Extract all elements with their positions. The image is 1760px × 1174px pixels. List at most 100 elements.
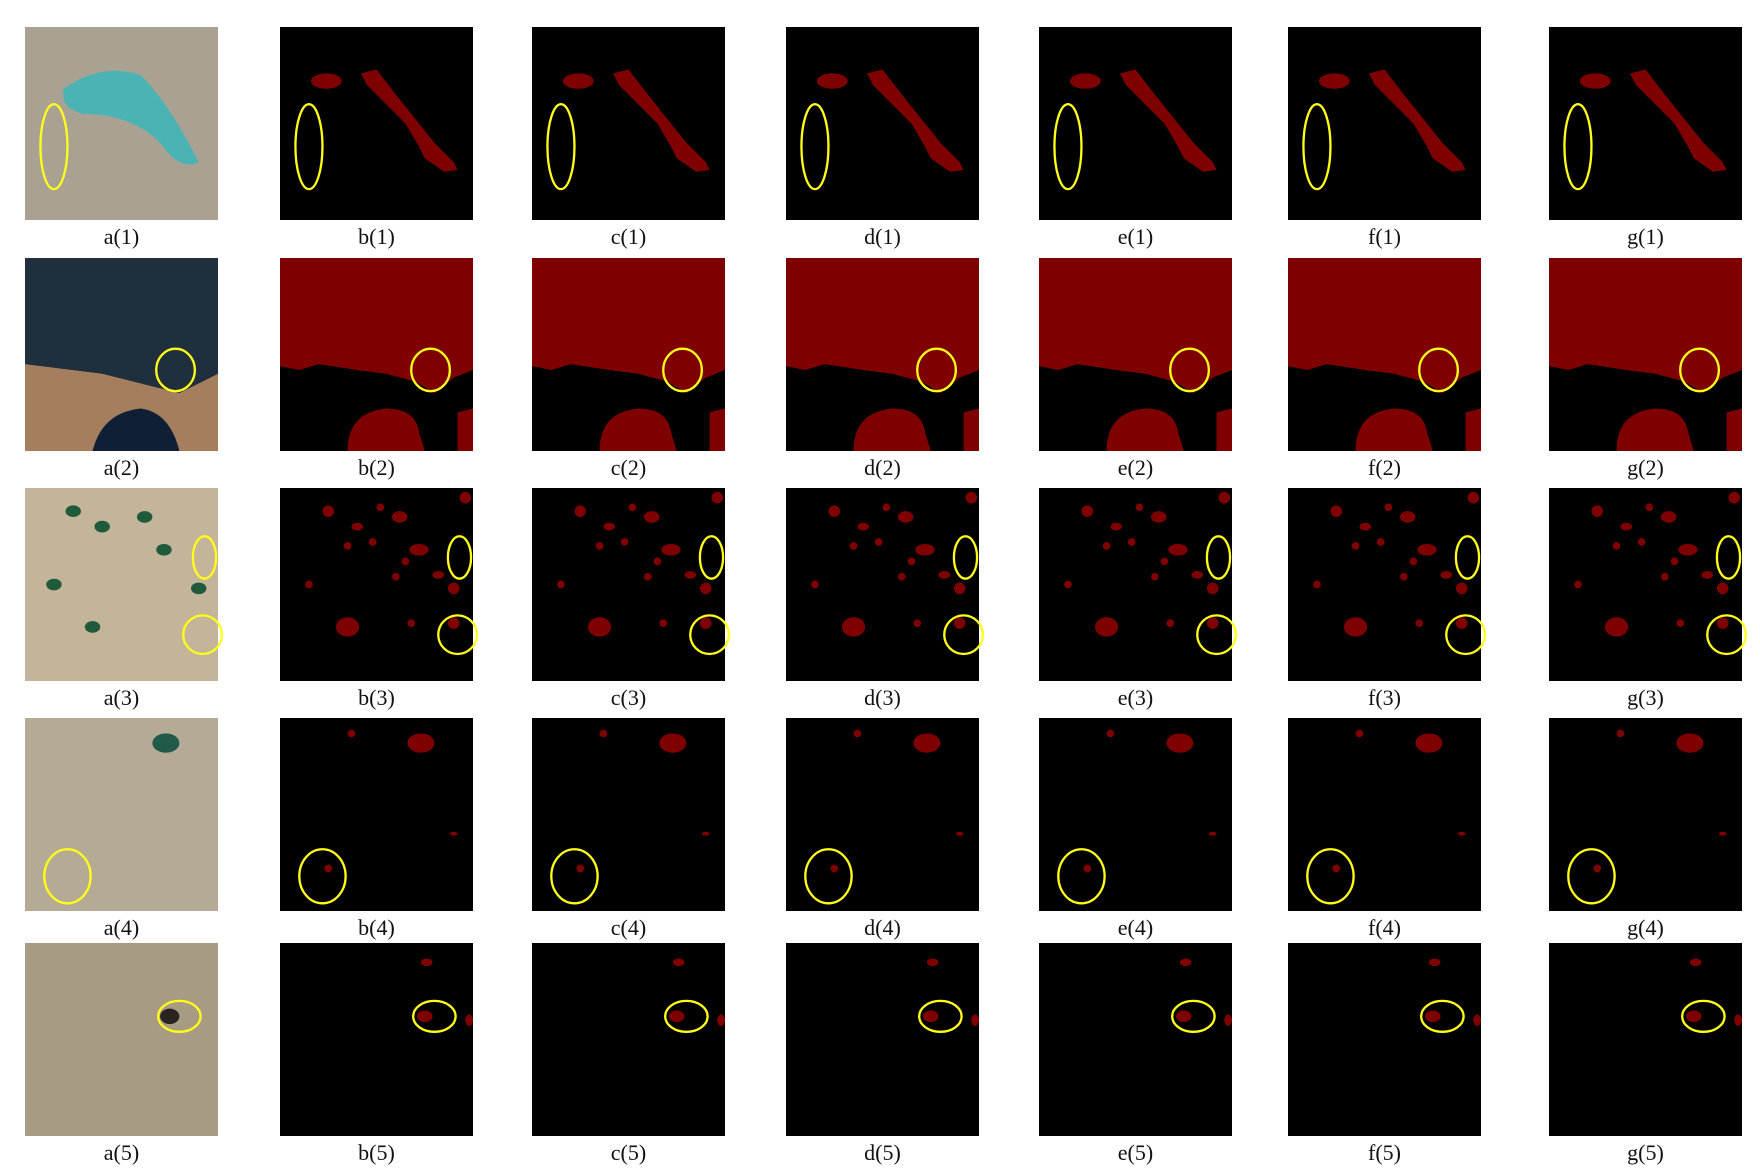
panel-label: a(3) xyxy=(104,685,139,710)
mask-blob xyxy=(1369,69,1466,172)
mask-blob xyxy=(459,491,472,504)
mask-blob xyxy=(653,557,662,566)
mask-blob xyxy=(1689,958,1702,967)
highlight-circle xyxy=(437,614,479,656)
mask-blob xyxy=(1676,733,1704,753)
mask-blob xyxy=(347,408,425,451)
mask-blob xyxy=(1206,617,1219,629)
highlight-circle xyxy=(298,848,347,905)
mask-blob xyxy=(711,491,724,504)
mask-blob xyxy=(897,572,906,581)
panel xyxy=(1039,488,1238,681)
highlight-circle xyxy=(550,848,599,905)
mask-blob xyxy=(595,542,604,550)
mask-blob xyxy=(1160,557,1169,566)
panel-label: e(2) xyxy=(1118,455,1153,480)
mask-blob xyxy=(1102,542,1111,550)
highlight-circle xyxy=(1053,103,1083,191)
photo-bg xyxy=(25,718,218,911)
mask-bg xyxy=(1039,718,1232,911)
mask-bg xyxy=(532,27,725,220)
mask-blob xyxy=(1616,408,1694,451)
mask-blob xyxy=(1579,73,1611,89)
mask-blob xyxy=(1686,1010,1702,1023)
mask-blob xyxy=(830,864,839,873)
mask-blob xyxy=(280,258,473,394)
mask-blob xyxy=(1069,73,1101,89)
mask-blob xyxy=(1168,543,1188,556)
panel-label: a(2) xyxy=(104,455,139,480)
highlight-circle xyxy=(446,535,473,580)
mask-blob xyxy=(465,1014,473,1026)
mask-blob xyxy=(643,572,652,581)
mask-bg xyxy=(280,718,473,911)
mask-blob xyxy=(1670,557,1679,566)
mask-blob xyxy=(1083,864,1092,873)
panel xyxy=(786,488,985,681)
panel xyxy=(1288,258,1481,451)
highlight-circle xyxy=(689,614,731,656)
mask-blob xyxy=(1376,538,1385,546)
panel xyxy=(280,258,473,451)
panel-label: g(1) xyxy=(1627,224,1664,249)
highlight-circle xyxy=(1679,347,1720,393)
panel-label: d(4) xyxy=(864,915,901,940)
lake xyxy=(63,70,199,165)
mask-blob xyxy=(322,505,335,517)
highlight-circle xyxy=(191,535,218,580)
panel xyxy=(786,258,979,451)
mask-blob xyxy=(1384,503,1393,512)
mask-blob xyxy=(882,503,891,512)
mask-blob xyxy=(811,580,819,589)
highlight-circle xyxy=(1420,999,1465,1033)
mask-bg xyxy=(1288,27,1481,220)
panel-label: c(4) xyxy=(611,915,646,940)
mask-blob xyxy=(1288,258,1481,394)
mask-blob xyxy=(1330,505,1343,517)
mask-blob xyxy=(1176,1010,1192,1023)
mask-blob xyxy=(1206,582,1219,595)
mask-blob xyxy=(1676,619,1685,627)
mask-blob xyxy=(857,522,869,531)
mask-blob xyxy=(659,619,668,627)
panel-label: b(2) xyxy=(358,455,395,480)
mask-blob xyxy=(701,831,710,836)
mask-blob xyxy=(599,729,608,738)
mask-bg xyxy=(280,943,473,1136)
mask-bg xyxy=(280,27,473,220)
mask-bg xyxy=(1288,943,1481,1136)
mask-blob xyxy=(1637,538,1646,546)
mask-blob xyxy=(557,580,565,589)
panel xyxy=(1039,27,1232,220)
highlight-circle xyxy=(1715,535,1742,580)
panel-label: d(3) xyxy=(864,685,901,710)
mask-blob xyxy=(1191,570,1204,579)
panel xyxy=(1549,258,1742,451)
panel xyxy=(25,943,218,1136)
mask-blob xyxy=(1409,557,1418,566)
mask-blob xyxy=(1425,1010,1441,1023)
water xyxy=(92,408,180,451)
mask-blob xyxy=(1645,503,1654,512)
mask-blob xyxy=(828,505,841,517)
mask-blob xyxy=(963,408,979,451)
mask-blob xyxy=(1591,505,1604,517)
panel xyxy=(1288,943,1481,1136)
mask-blob xyxy=(1208,831,1217,836)
panel xyxy=(1549,943,1742,1136)
mask-blob xyxy=(659,733,687,753)
panel xyxy=(786,943,979,1136)
mask-blob xyxy=(1574,580,1582,589)
mask-blob xyxy=(907,557,916,566)
mask-blob xyxy=(599,408,677,451)
mask-blob xyxy=(874,538,883,546)
panel xyxy=(1039,718,1232,911)
mask-bg xyxy=(532,943,725,1136)
mask-blob xyxy=(1718,831,1727,836)
mask-bg xyxy=(786,718,979,911)
mask-blob xyxy=(1455,617,1468,629)
mask-blob xyxy=(965,491,978,504)
mask-blob xyxy=(1417,543,1437,556)
mask-blob xyxy=(343,542,352,550)
mask-blob xyxy=(955,831,964,836)
